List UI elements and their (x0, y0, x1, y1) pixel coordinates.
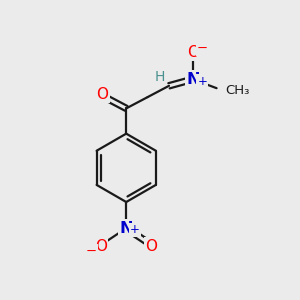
Text: H: H (155, 70, 165, 85)
Text: −: − (197, 42, 208, 55)
Text: +: + (197, 75, 207, 88)
Text: N: N (119, 221, 133, 236)
Text: −: − (86, 245, 97, 258)
Text: O: O (187, 45, 199, 60)
Text: +: + (130, 224, 140, 236)
Text: O: O (96, 87, 108, 102)
Text: O: O (95, 238, 107, 253)
Text: CH₃: CH₃ (226, 84, 250, 97)
Text: O: O (146, 238, 158, 253)
Text: N: N (186, 72, 200, 87)
